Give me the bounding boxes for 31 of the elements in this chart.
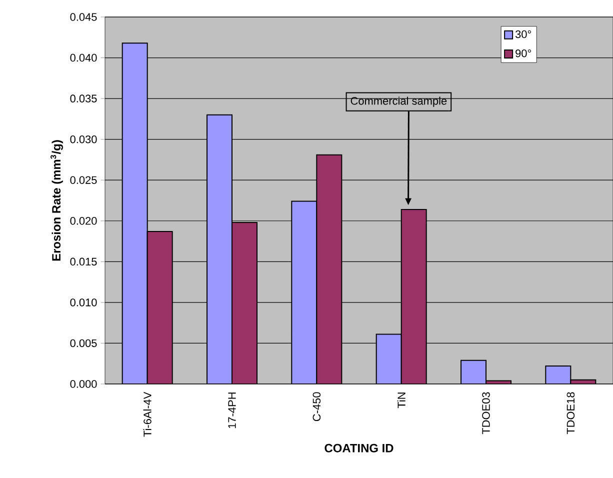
y-tick-label: 0.005 bbox=[70, 339, 97, 348]
x-tick-label: 17-4PH bbox=[228, 392, 236, 428]
y-tick-label: 0.045 bbox=[70, 13, 97, 21]
bar bbox=[400, 208, 427, 384]
y-tick-label: 0.000 bbox=[70, 380, 97, 388]
bar bbox=[146, 230, 173, 384]
bar bbox=[460, 360, 487, 384]
x-tick-label: Ti-6Al-4V bbox=[143, 392, 152, 437]
legend-label: 90° bbox=[516, 49, 531, 58]
y-axis-title: Erosion Rate (mm$^{3}$/g) bbox=[50, 140, 63, 261]
x-axis-title: COATING ID bbox=[324, 444, 394, 452]
bar bbox=[206, 114, 233, 384]
x-tick-label: C-450 bbox=[312, 392, 321, 422]
x-tick-label: TiN bbox=[397, 392, 406, 408]
y-tick-label: 0.010 bbox=[70, 298, 97, 306]
annotation: Commercial sample bbox=[350, 96, 447, 107]
bar bbox=[316, 154, 342, 384]
y-tick-label: 0.040 bbox=[70, 54, 97, 62]
y-tick-label: 0.015 bbox=[70, 258, 97, 266]
bar bbox=[545, 366, 572, 384]
y-tick-label: 0.020 bbox=[70, 217, 97, 225]
x-tick-label: TDOE03 bbox=[482, 392, 490, 434]
y-tick-label: 0.025 bbox=[70, 176, 97, 184]
legend-label: 30° bbox=[515, 30, 531, 38]
bar bbox=[291, 200, 318, 384]
y-tick-label: 0.035 bbox=[70, 94, 97, 102]
x-tick-label: TDOE18 bbox=[566, 392, 575, 434]
bar bbox=[232, 222, 258, 384]
y-tick-label: 0.030 bbox=[70, 135, 97, 144]
bar bbox=[122, 42, 148, 384]
bar bbox=[376, 334, 402, 384]
